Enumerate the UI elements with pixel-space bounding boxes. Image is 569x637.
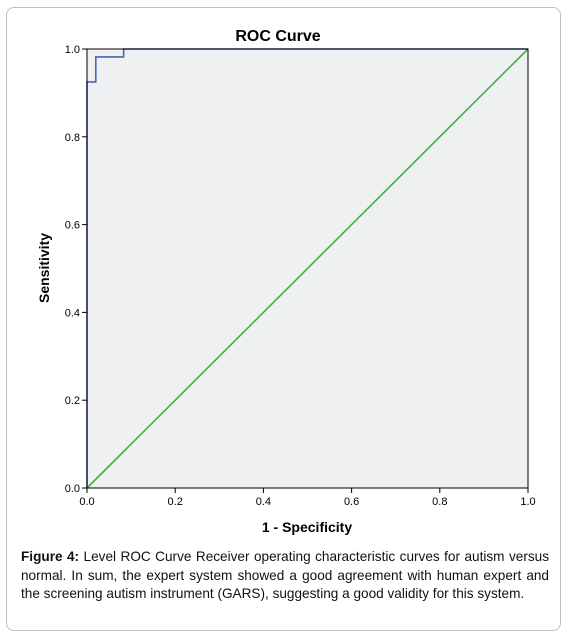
y-tick-label: 0.4 — [65, 307, 80, 319]
figure-caption: Figure 4: Level ROC Curve Receiver opera… — [21, 548, 549, 604]
roc-chart: ROC Curve 0.0 0.2 0.4 0.6 0.8 1.0 0.0 0.2 0.4 0.6… — [36, 28, 536, 535]
x-tick-label: 0.6 — [344, 496, 359, 508]
plot-border — [86, 48, 529, 489]
x-tick-label: 0.0 — [79, 496, 94, 508]
y-tick-label: 0.8 — [65, 132, 80, 144]
x-tick-label: 0.2 — [168, 496, 183, 508]
y-axis-label: Sensitivity — [36, 233, 52, 303]
x-tick-label: 1.0 — [520, 496, 535, 508]
x-tick-label: 0.8 — [432, 496, 447, 508]
plot-area: 0.0 0.2 0.4 0.6 0.8 1.0 0.0 0.2 0.4 0.6 0.8 1.0 — [65, 44, 536, 508]
x-tick-label: 0.4 — [256, 496, 271, 508]
caption-text: Level ROC Curve Receiver operating chara… — [21, 549, 549, 601]
reference-diagonal-line — [86, 48, 529, 489]
caption-label: Figure 4: — [21, 549, 80, 564]
y-tick-label: 1.0 — [65, 44, 80, 56]
chart-title: ROC Curve — [235, 28, 320, 45]
y-tick-label: 0.6 — [65, 220, 80, 232]
y-tick-label: 0.2 — [65, 395, 80, 407]
y-tick-label: 0.0 — [65, 483, 80, 495]
x-axis-label: 1 - Specificity — [262, 519, 352, 535]
